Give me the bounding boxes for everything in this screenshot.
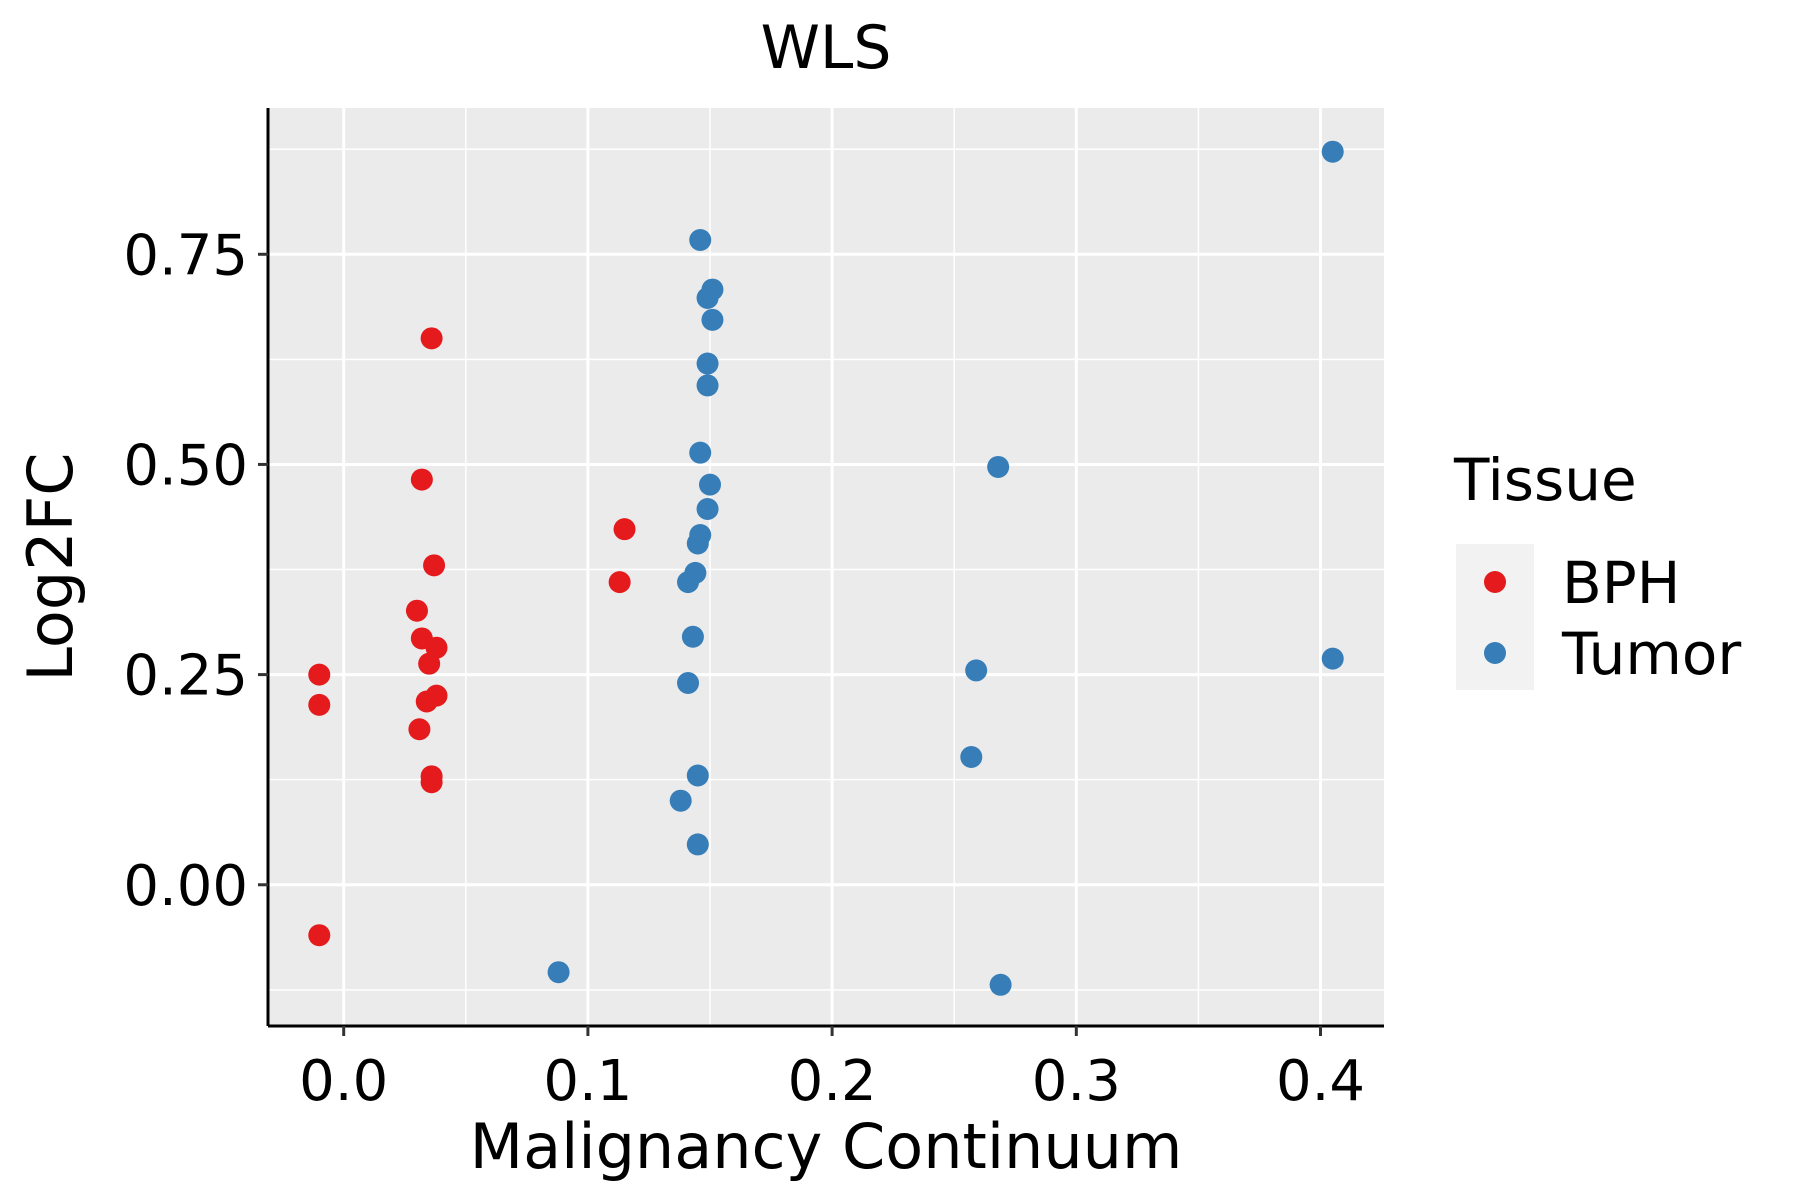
x-tick-label: 0.3 <box>1032 1049 1121 1114</box>
x-tick-label: 0.2 <box>788 1049 877 1114</box>
y-axis-ticks: 0.00 0.25 0.50 0.75 <box>123 223 268 919</box>
data-point-tumor <box>689 228 712 251</box>
data-point-bph <box>405 599 428 622</box>
data-point-bph <box>308 663 331 686</box>
data-point-bph <box>423 554 446 577</box>
x-axis-ticks: 0.0 0.1 0.2 0.3 0.4 <box>299 1026 1365 1114</box>
data-point-tumor <box>701 308 724 331</box>
data-point-tumor <box>1321 140 1344 163</box>
chart-title: WLS <box>761 13 892 83</box>
legend-title: Tissue <box>1453 446 1637 514</box>
data-point-tumor <box>686 833 709 856</box>
legend-label-bph: BPH <box>1562 549 1680 617</box>
data-point-bph <box>410 468 433 491</box>
data-point-tumor <box>686 532 709 555</box>
data-point-tumor <box>677 571 700 594</box>
data-point-bph <box>308 924 331 947</box>
y-tick-label: 0.75 <box>123 223 248 288</box>
y-tick-label: 0.00 <box>123 854 248 919</box>
data-point-bph <box>420 327 443 350</box>
y-tick-label: 0.25 <box>123 644 248 709</box>
data-point-bph <box>420 771 443 794</box>
x-axis-title: Malignancy Continuum <box>470 1110 1183 1183</box>
x-tick-label: 0.1 <box>543 1049 632 1114</box>
data-point-tumor <box>677 672 700 695</box>
legend-key-background <box>1456 544 1534 690</box>
x-tick-label: 0.0 <box>299 1049 388 1114</box>
data-point-bph <box>415 690 438 713</box>
data-point-bph <box>408 718 431 741</box>
data-points <box>308 140 1344 996</box>
data-point-tumor <box>696 352 719 375</box>
data-point-bph <box>608 571 631 594</box>
data-point-tumor <box>686 764 709 787</box>
legend: Tissue BPH Tumor <box>1453 446 1741 690</box>
data-point-tumor <box>1321 647 1344 670</box>
data-point-tumor <box>699 473 722 496</box>
data-point-tumor <box>987 455 1010 478</box>
legend-key-bph <box>1484 571 1506 593</box>
legend-key-tumor <box>1484 642 1506 664</box>
grid-lines <box>268 108 1384 1026</box>
data-point-tumor <box>689 441 712 464</box>
data-point-tumor <box>681 625 704 648</box>
data-point-tumor <box>696 286 719 309</box>
y-tick-label: 0.50 <box>123 433 248 498</box>
data-point-tumor <box>547 961 570 984</box>
data-point-tumor <box>696 497 719 520</box>
data-point-tumor <box>669 789 692 812</box>
data-point-tumor <box>989 973 1012 996</box>
data-point-tumor <box>965 659 988 682</box>
data-point-tumor <box>696 374 719 397</box>
data-point-tumor <box>960 745 983 768</box>
y-axis-title: Log2FC <box>14 452 87 681</box>
x-tick-label: 0.4 <box>1276 1049 1365 1114</box>
data-point-bph <box>418 652 441 675</box>
data-point-bph <box>613 518 636 541</box>
legend-label-tumor: Tumor <box>1561 620 1741 688</box>
data-point-bph <box>308 693 331 716</box>
